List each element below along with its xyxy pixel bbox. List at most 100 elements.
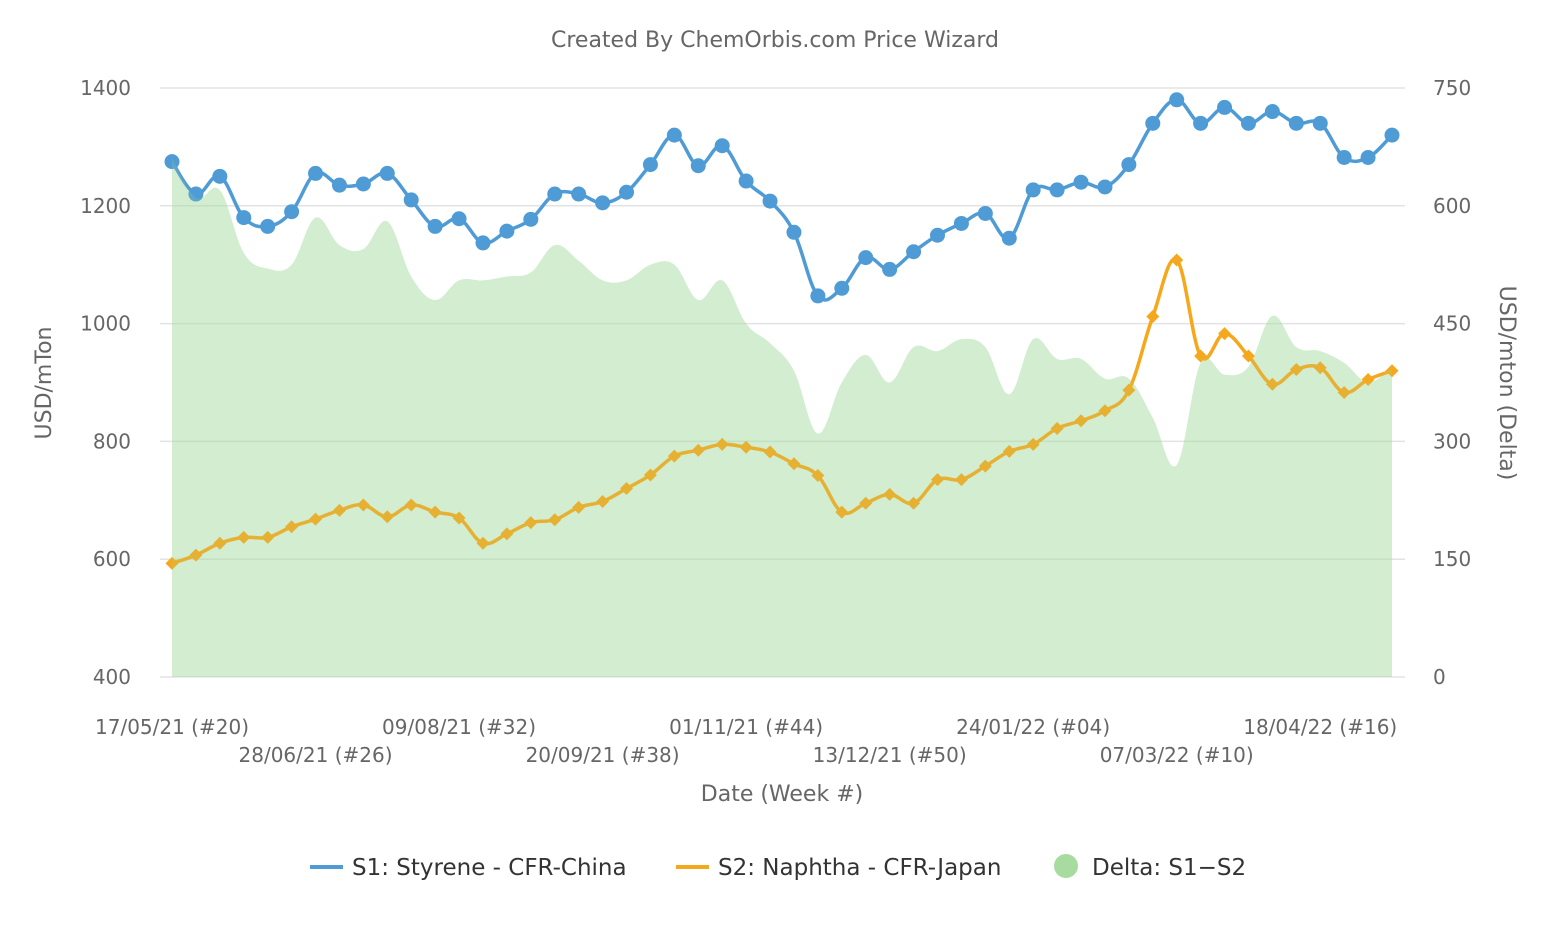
s2-naphtha-point[interactable] xyxy=(1385,364,1399,378)
s2-naphtha-point[interactable] xyxy=(1361,373,1375,387)
s1-styrene-point[interactable] xyxy=(1312,115,1328,131)
s2-naphtha-point[interactable] xyxy=(452,511,466,525)
s1-styrene-point[interactable] xyxy=(1217,99,1233,115)
s2-naphtha-point[interactable] xyxy=(859,496,873,510)
s2-naphtha-point[interactable] xyxy=(524,516,538,530)
s1-styrene-point[interactable] xyxy=(451,211,467,227)
s1-styrene-point[interactable] xyxy=(1121,157,1137,173)
legend-item-s2[interactable]: S2: Naphtha - CFR-Japan xyxy=(676,855,1001,881)
s1-styrene-point[interactable] xyxy=(1169,92,1185,108)
s1-styrene-point[interactable] xyxy=(1073,174,1089,190)
s2-naphtha-point[interactable] xyxy=(476,536,490,550)
s1-styrene-point[interactable] xyxy=(977,205,993,221)
s2-naphtha-point[interactable] xyxy=(978,459,992,473)
s1-styrene-point[interactable] xyxy=(690,158,706,174)
s1-styrene-point[interactable] xyxy=(523,211,539,227)
s1-styrene-point[interactable] xyxy=(475,235,491,251)
s2-naphtha-point[interactable] xyxy=(261,530,275,544)
legend-item-delta[interactable]: Delta: S1−S2 xyxy=(1054,854,1246,881)
s2-naphtha-point[interactable] xyxy=(643,468,657,482)
s2-naphtha-point[interactable] xyxy=(332,503,346,517)
s2-naphtha-point[interactable] xyxy=(237,530,251,544)
s2-naphtha-point[interactable] xyxy=(739,440,753,454)
s2-naphtha-point[interactable] xyxy=(380,510,394,524)
s2-naphtha-point[interactable] xyxy=(165,556,179,570)
s2-naphtha-point[interactable] xyxy=(1218,327,1232,341)
s1-styrene-point[interactable] xyxy=(308,165,324,181)
s2-naphtha-point[interactable] xyxy=(1337,386,1351,400)
legend-item-s1[interactable]: S1: Styrene - CFR-China xyxy=(310,855,627,881)
s1-styrene-point[interactable] xyxy=(882,261,898,277)
s1-styrene-point[interactable] xyxy=(1097,179,1113,195)
s1-styrene-point[interactable] xyxy=(738,173,754,189)
s1-styrene-point[interactable] xyxy=(906,244,922,260)
s1-styrene-point[interactable] xyxy=(1049,182,1065,198)
s2-naphtha-point[interactable] xyxy=(1241,349,1255,363)
s1-styrene-point[interactable] xyxy=(1384,127,1400,143)
s2-naphtha-point[interactable] xyxy=(404,498,418,512)
s2-naphtha-point[interactable] xyxy=(1074,414,1088,428)
s1-styrene-point[interactable] xyxy=(260,218,276,234)
s2-naphtha-point[interactable] xyxy=(500,527,514,541)
s2-naphtha-point[interactable] xyxy=(1146,310,1160,324)
s2-naphtha-point[interactable] xyxy=(763,445,777,459)
s2-naphtha-point[interactable] xyxy=(811,469,825,483)
s2-naphtha-point[interactable] xyxy=(596,494,610,508)
s1-styrene-point[interactable] xyxy=(571,186,587,202)
s1-styrene-point[interactable] xyxy=(858,250,874,266)
s2-naphtha-point[interactable] xyxy=(1170,253,1184,267)
s2-naphtha-point[interactable] xyxy=(1265,377,1279,391)
s1-styrene-point[interactable] xyxy=(188,186,204,202)
s1-styrene-point[interactable] xyxy=(834,280,850,296)
s1-styrene-point[interactable] xyxy=(499,223,515,239)
s1-styrene-point[interactable] xyxy=(212,168,228,184)
s2-naphtha-point[interactable] xyxy=(1122,383,1136,397)
s1-styrene-point[interactable] xyxy=(427,218,443,234)
s1-styrene-point[interactable] xyxy=(642,157,658,173)
s1-styrene-point[interactable] xyxy=(403,192,419,208)
s2-naphtha-point[interactable] xyxy=(907,496,921,510)
s2-naphtha-point[interactable] xyxy=(930,473,944,487)
s1-styrene-point[interactable] xyxy=(1288,115,1304,131)
s2-naphtha-point[interactable] xyxy=(428,505,442,519)
s1-styrene-point[interactable] xyxy=(762,193,778,209)
s1-styrene-point[interactable] xyxy=(547,186,563,202)
s2-naphtha-point[interactable] xyxy=(954,473,968,487)
s1-styrene-point[interactable] xyxy=(1001,230,1017,246)
s2-naphtha-point[interactable] xyxy=(1313,361,1327,375)
s1-styrene-point[interactable] xyxy=(1025,182,1041,198)
s1-styrene-point[interactable] xyxy=(714,138,730,154)
s2-naphtha-point[interactable] xyxy=(620,482,634,496)
s1-styrene-point[interactable] xyxy=(1193,115,1209,131)
s2-naphtha-point[interactable] xyxy=(1050,421,1064,435)
s1-styrene-point[interactable] xyxy=(1360,150,1376,166)
s1-styrene-point[interactable] xyxy=(1240,115,1256,131)
s1-styrene-point[interactable] xyxy=(379,165,395,181)
s2-naphtha-point[interactable] xyxy=(1194,349,1208,363)
s1-styrene-point[interactable] xyxy=(595,195,611,211)
s2-naphtha-point[interactable] xyxy=(356,498,370,512)
s1-styrene-point[interactable] xyxy=(953,215,969,231)
s2-naphtha-point[interactable] xyxy=(691,443,705,457)
s2-naphtha-point[interactable] xyxy=(285,520,299,534)
s1-styrene-point[interactable] xyxy=(786,224,802,240)
s2-naphtha-point[interactable] xyxy=(715,437,729,451)
s2-naphtha-point[interactable] xyxy=(548,513,562,527)
s2-naphtha-point[interactable] xyxy=(1289,363,1303,377)
s2-naphtha-point[interactable] xyxy=(309,512,323,526)
s2-naphtha-point[interactable] xyxy=(189,548,203,562)
s2-naphtha-point[interactable] xyxy=(787,457,801,471)
s1-styrene-point[interactable] xyxy=(929,227,945,243)
s1-styrene-point[interactable] xyxy=(164,154,180,170)
s1-styrene-point[interactable] xyxy=(1336,150,1352,166)
s2-naphtha-point[interactable] xyxy=(572,500,586,514)
s1-styrene-point[interactable] xyxy=(1264,104,1280,120)
s1-styrene-point[interactable] xyxy=(619,184,635,200)
s2-naphtha-point[interactable] xyxy=(835,505,849,519)
s1-styrene-point[interactable] xyxy=(810,288,826,304)
s2-naphtha-point[interactable] xyxy=(667,449,681,463)
s1-styrene-point[interactable] xyxy=(666,127,682,143)
s1-styrene-point[interactable] xyxy=(284,204,300,220)
s2-naphtha-point[interactable] xyxy=(1002,444,1016,458)
s1-styrene-point[interactable] xyxy=(355,176,371,192)
